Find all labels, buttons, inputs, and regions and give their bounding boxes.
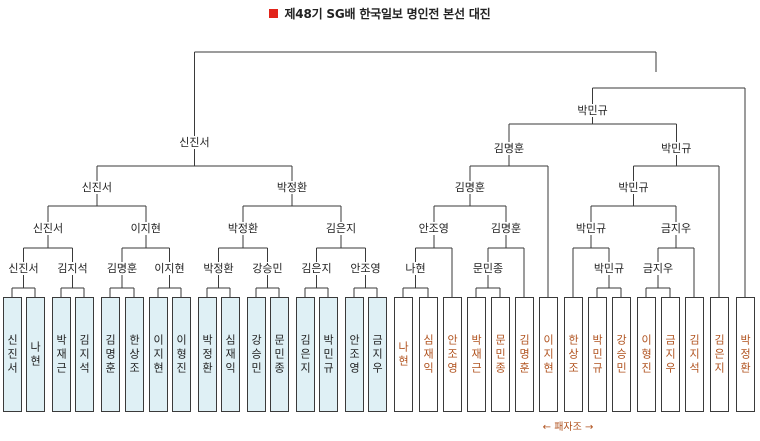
winner-r3-label-1: 박정환 — [274, 181, 310, 194]
seed-player-box-2: 박재근 — [51, 297, 71, 412]
loser-r4-label-1: 박민규 — [659, 142, 694, 155]
seed-player-box-9: 심재익 — [220, 297, 240, 412]
seed-player-box-15: 금지우 — [367, 297, 387, 412]
winner-r2-label-1: 이지현 — [128, 222, 163, 235]
title-marker-square — [269, 9, 279, 18]
player-name: 이지현 — [541, 333, 555, 376]
player-name: 이지현 — [151, 333, 165, 376]
player-name: 강승민 — [249, 333, 263, 376]
loser-player-box-20: 문민종 — [490, 297, 510, 412]
seed-player-box-8: 박정환 — [197, 297, 217, 412]
loser-r1-label-2: 박민규 — [591, 262, 627, 275]
winner-r1-label-2: 김명훈 — [104, 262, 140, 275]
player-name: 문민종 — [272, 333, 286, 376]
loser-r2-label-1: 김명훈 — [488, 222, 524, 235]
player-name: 이형진 — [174, 333, 188, 376]
winner-r1-label-0: 신진서 — [6, 262, 41, 275]
player-name: 이형진 — [639, 333, 653, 376]
loser-player-box-24: 박민규 — [587, 297, 607, 412]
player-name: 박민규 — [321, 333, 335, 376]
loser-player-box-18: 안조영 — [442, 297, 462, 412]
loser-r3-label-0: 김명훈 — [452, 181, 488, 194]
player-name: 김명훈 — [103, 333, 117, 376]
player-name: 금지우 — [663, 333, 677, 376]
player-name: 김지석 — [77, 333, 91, 376]
player-name: 나현 — [396, 340, 410, 369]
loser-player-box-27: 금지우 — [660, 297, 680, 412]
loser-player-box-22: 이지현 — [538, 297, 558, 412]
winner-r1-label-5: 강승민 — [250, 262, 285, 275]
loser-player-box-25: 강승민 — [611, 297, 631, 412]
seed-player-box-13: 박민규 — [318, 297, 338, 412]
player-name: 한상조 — [566, 333, 580, 376]
diagram-title: 제48기 SG배 한국일보 명인전 본선 대진 — [0, 5, 760, 22]
player-name: 김명훈 — [517, 333, 531, 376]
loser-player-box-16: 나현 — [393, 297, 413, 412]
player-name: 박민규 — [590, 333, 604, 376]
seed-player-box-7: 이형진 — [171, 297, 191, 412]
player-name: 김지석 — [687, 333, 701, 376]
seed-player-box-14: 안조영 — [344, 297, 364, 412]
loser-r2-label-3: 금지우 — [658, 222, 694, 235]
player-name: 강승민 — [614, 333, 628, 376]
loser-player-box-29: 김은지 — [709, 297, 729, 412]
title-text: 제48기 SG배 한국일보 명인전 본선 대진 — [284, 7, 491, 21]
player-name: 김은지 — [298, 333, 312, 376]
player-name: 김은지 — [712, 333, 726, 376]
seed-player-box-12: 김은지 — [295, 297, 315, 412]
player-name: 신진서 — [5, 333, 19, 376]
winner-r2-label-2: 박정환 — [225, 222, 261, 235]
loser-r1-label-3: 금지우 — [640, 262, 676, 275]
loser-player-box-21: 김명훈 — [514, 297, 534, 412]
loser-r4-label-0: 김명훈 — [491, 142, 527, 155]
player-name: 문민종 — [493, 333, 507, 376]
player-name: 나현 — [28, 340, 42, 369]
winner-final-label: 신진서 — [177, 136, 212, 149]
winner-r1-label-1: 김지석 — [55, 262, 90, 275]
seed-player-box-5: 한상조 — [124, 297, 144, 412]
winner-r1-label-4: 박정환 — [201, 262, 236, 275]
player-name: 박정환 — [738, 333, 752, 376]
winner-r2-label-0: 신진서 — [30, 222, 66, 235]
loser-r2-label-0: 안조영 — [416, 222, 451, 235]
player-name: 한상조 — [127, 333, 141, 376]
winner-r2-label-3: 김은지 — [323, 222, 359, 235]
seed-player-box-0: 신진서 — [2, 297, 22, 412]
loser-player-box-26: 이형진 — [636, 297, 656, 412]
winner-r1-label-7: 안조영 — [348, 262, 383, 275]
loser-player-box-28: 김지석 — [684, 297, 704, 412]
player-name: 안조영 — [445, 333, 459, 376]
loser-r1-label-0: 나현 — [403, 262, 428, 275]
seed-player-box-6: 이지현 — [148, 297, 168, 412]
player-name: 박정환 — [200, 333, 214, 376]
winner-r3-label-0: 신진서 — [79, 181, 115, 194]
player-name: 박재근 — [54, 333, 68, 376]
winner-r1-label-3: 이지현 — [152, 262, 187, 275]
seed-player-box-3: 김지석 — [74, 297, 94, 412]
player-name: 심재익 — [223, 333, 237, 376]
seed-player-box-11: 문민종 — [269, 297, 289, 412]
loser-player-box-19: 박재근 — [466, 297, 486, 412]
loser-r5-label: 박민규 — [575, 104, 610, 117]
seed-player-box-4: 김명훈 — [100, 297, 120, 412]
loser-player-box-30: 박정환 — [735, 297, 755, 412]
seed-player-box-10: 강승민 — [246, 297, 266, 412]
player-name: 박재근 — [469, 333, 483, 376]
seed-player-box-1: 나현 — [25, 297, 45, 412]
loser-player-box-23: 한상조 — [563, 297, 583, 412]
loser-r3-label-1: 박민규 — [616, 181, 651, 194]
loser-player-box-17: 심재익 — [418, 297, 438, 412]
loser-bracket-label: ← 패자조 → — [542, 422, 594, 433]
player-name: 안조영 — [347, 333, 361, 376]
loser-r1-label-1: 문민종 — [470, 262, 506, 275]
winner-r1-label-6: 김은지 — [299, 262, 334, 275]
player-name: 심재익 — [421, 333, 435, 376]
player-name: 금지우 — [370, 333, 384, 376]
loser-r2-label-2: 박민규 — [573, 222, 609, 235]
